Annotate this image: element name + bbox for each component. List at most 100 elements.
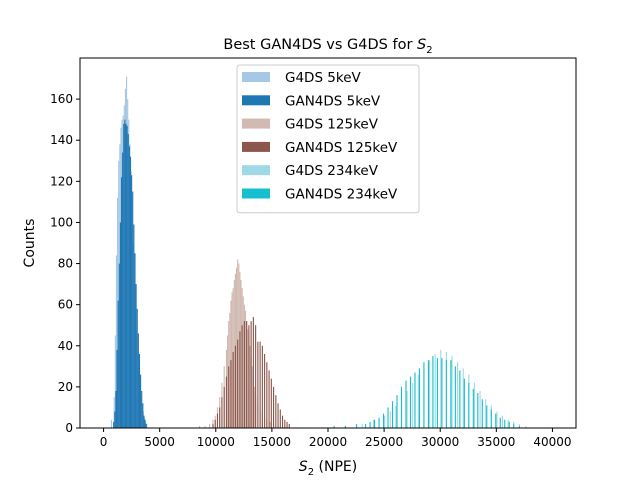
histogram-bar	[457, 362, 459, 428]
histogram-bar	[418, 368, 421, 428]
histogram-bar	[128, 146, 130, 428]
histogram-bar	[440, 349, 442, 428]
histogram-bar	[127, 134, 129, 428]
histogram-bar	[243, 321, 245, 428]
legend-label: GAN4DS 125keV	[285, 140, 398, 156]
histogram-bar	[240, 280, 242, 428]
series-5	[344, 349, 527, 428]
x-tick-label: 5000	[144, 435, 175, 449]
histogram-bar	[261, 345, 263, 428]
histogram-bar	[204, 425, 206, 428]
x-tick-label: 0	[100, 435, 108, 449]
histogram-bar	[473, 382, 475, 428]
histogram-bar	[137, 333, 139, 428]
histogram-bar	[414, 372, 416, 428]
histogram-bar	[395, 405, 397, 428]
y-tick-label: 160	[50, 92, 73, 106]
histogram-bar	[120, 177, 123, 428]
legend-swatch	[242, 141, 270, 152]
histogram-bar	[409, 376, 412, 428]
histogram-bar	[237, 339, 239, 428]
histogram-bar	[384, 415, 386, 428]
histogram-bar	[113, 397, 115, 428]
histogram-bar	[115, 255, 118, 428]
histogram-bar	[238, 263, 240, 428]
legend-swatch	[242, 165, 270, 176]
histogram-bar	[110, 419, 112, 428]
histogram-bar	[134, 253, 136, 428]
histogram-bar	[269, 421, 271, 428]
histogram-bar	[434, 354, 436, 428]
histogram-bar	[131, 175, 133, 428]
histogram-bar	[372, 419, 375, 428]
histogram-bar	[253, 386, 256, 428]
chart-title-symbol: S	[417, 37, 426, 53]
histogram-bar	[496, 411, 498, 428]
histogram-bar	[247, 329, 249, 428]
histogram-bar	[513, 423, 515, 428]
y-tick-label: 20	[58, 380, 73, 394]
histogram-bar	[246, 321, 248, 428]
legend-label: G4DS 125keV	[285, 117, 379, 133]
histogram-bar	[525, 425, 527, 428]
x-axis-ticks: 0 5000 10000 15000 20000 25000 30000 35000 40000	[100, 428, 572, 449]
histogram-bar	[126, 125, 128, 428]
histogram-bar	[239, 331, 241, 428]
x-axis-label-symbol: S	[299, 459, 308, 475]
histogram-bar	[268, 370, 270, 428]
histogram-bar	[507, 419, 509, 428]
histogram-bar	[508, 421, 510, 428]
histogram-bar	[389, 411, 391, 428]
histogram-bar	[427, 360, 429, 428]
histogram-bar	[356, 423, 358, 428]
legend-box	[236, 64, 420, 214]
histogram-bar	[138, 354, 141, 428]
histogram-bar	[463, 378, 465, 428]
histogram-bar	[481, 399, 483, 428]
histogram-bar	[468, 382, 470, 428]
histogram-bar	[284, 419, 286, 428]
x-axis-label-unit: (NPE)	[314, 459, 357, 475]
x-axis-label: S2 (NPE)	[299, 459, 357, 478]
histogram-bar	[406, 391, 408, 428]
histogram-bar	[132, 191, 134, 428]
histogram-bar	[400, 386, 403, 428]
histogram-bar	[125, 123, 127, 428]
histogram-bar	[490, 409, 492, 428]
x-axis-label-subscript: 2	[308, 467, 314, 478]
series-4	[212, 317, 290, 428]
histogram-bar	[441, 358, 443, 428]
histogram-bar	[133, 224, 135, 428]
chart-title-main: Best GAN4DS vs G4DS for	[223, 37, 417, 53]
histogram-bar	[228, 366, 230, 428]
histogram-bar	[264, 354, 266, 428]
histogram-bar	[518, 425, 520, 428]
histogram-bar	[252, 317, 254, 428]
y-tick-label: 40	[58, 339, 73, 353]
histogram-bar	[209, 423, 211, 428]
y-tick-label: 0	[65, 421, 73, 435]
histogram-bar	[495, 413, 497, 428]
histogram-bar	[144, 419, 146, 428]
x-tick-label: 25000	[365, 435, 403, 449]
histogram-bar	[233, 280, 235, 428]
histogram-bar	[141, 391, 143, 428]
histogram-bar	[382, 413, 385, 428]
histogram-bar	[248, 325, 250, 428]
histogram-bar	[116, 349, 118, 428]
histogram-bar	[249, 345, 251, 428]
histogram-bar	[230, 360, 232, 428]
histogram-bar	[273, 386, 275, 428]
x-tick-label: 30000	[421, 435, 459, 449]
histogram-bar	[146, 423, 148, 428]
histogram-bar	[255, 325, 257, 428]
legend-label: GAN4DS 5keV	[285, 93, 381, 109]
histogram-bar	[129, 156, 132, 429]
histogram-bar	[231, 292, 233, 428]
x-tick-label: 40000	[533, 435, 571, 449]
histogram-bar	[333, 425, 335, 428]
legend-swatch	[242, 188, 270, 199]
histogram-bar	[117, 300, 119, 428]
legend-label: G4DS 5keV	[285, 70, 362, 86]
